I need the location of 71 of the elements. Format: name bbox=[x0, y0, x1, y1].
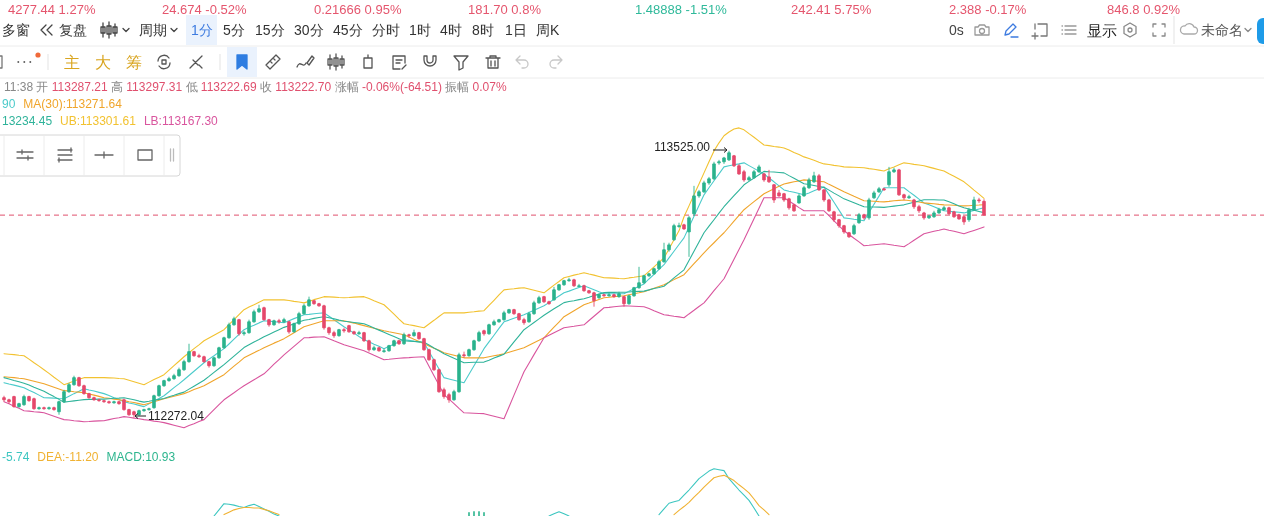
text: 多窗 bbox=[2, 22, 30, 38]
text: 周K bbox=[536, 22, 560, 38]
text: 复盘 bbox=[59, 22, 87, 38]
candlestick bbox=[337, 328, 341, 338]
text: 主 bbox=[64, 53, 80, 71]
candlestick bbox=[597, 293, 601, 300]
text: 1.48888 -1.51% bbox=[635, 1, 728, 17]
text: 13234.45 bbox=[2, 114, 53, 128]
candlestick bbox=[682, 223, 686, 231]
text: 45分 bbox=[333, 22, 363, 38]
candlestick bbox=[402, 332, 406, 346]
candlestick bbox=[857, 212, 861, 225]
text: 846.8 0.92% bbox=[1107, 1, 1181, 17]
text: 24.674 -0.52% bbox=[162, 1, 247, 17]
text: 1分 bbox=[191, 22, 213, 38]
candlestick bbox=[407, 333, 411, 339]
candlestick bbox=[617, 291, 621, 299]
text: 筹 bbox=[126, 53, 142, 71]
candlestick bbox=[372, 345, 376, 352]
text: 242.41 5.75% bbox=[791, 1, 872, 17]
text: 0s bbox=[949, 22, 964, 38]
annotation: 112272.04 bbox=[148, 409, 205, 423]
text: LB:113167.30 bbox=[143, 114, 219, 128]
text: -5.74 bbox=[2, 450, 30, 464]
candlestick bbox=[357, 330, 361, 336]
candlestick bbox=[687, 215, 691, 258]
text: 2.388 -0.17% bbox=[949, 1, 1027, 17]
candlestick bbox=[482, 329, 486, 337]
text: 15分 bbox=[255, 22, 285, 38]
candlestick bbox=[622, 295, 626, 308]
candlestick bbox=[977, 197, 981, 204]
candlestick bbox=[867, 197, 871, 221]
text: UB:113301.61 bbox=[60, 114, 137, 128]
text: MACD:10.93 bbox=[106, 450, 176, 464]
annotation: 113525.00 bbox=[654, 140, 711, 154]
text: 未命名 bbox=[1201, 22, 1243, 38]
text: DEA:-11.20 bbox=[37, 450, 99, 464]
candlestick bbox=[412, 329, 416, 338]
candlestick bbox=[572, 278, 576, 288]
text: 4277.44 1.27% bbox=[8, 1, 96, 17]
candlestick bbox=[282, 317, 286, 324]
text: 4时 bbox=[440, 22, 462, 38]
text: 1日 bbox=[505, 22, 527, 38]
text: 8时 bbox=[472, 22, 494, 38]
candlestick bbox=[577, 283, 581, 288]
text: 181.70 0.8% bbox=[468, 1, 542, 17]
text: 1时 bbox=[409, 22, 431, 38]
candlestick bbox=[272, 319, 276, 327]
candlestick bbox=[612, 293, 616, 299]
text: 大 bbox=[95, 53, 111, 71]
candlestick bbox=[607, 292, 611, 298]
text: 90 bbox=[2, 97, 16, 111]
candlestick bbox=[907, 194, 911, 200]
text: MA(30):113271.64 bbox=[23, 97, 123, 111]
text: 0.21666 0.95% bbox=[314, 1, 402, 17]
candlestick bbox=[397, 339, 401, 346]
candlestick bbox=[52, 406, 56, 412]
text: 5分 bbox=[223, 22, 245, 38]
text: 11:38 开 113287.21 高 113297.31 低 113222.69 收 113222.70 涨幅 -0.06%(-64.51) 振幅 0.07% bbox=[4, 80, 507, 94]
text: 显示 bbox=[1087, 21, 1117, 39]
candlestick bbox=[277, 318, 281, 325]
candlestick bbox=[872, 190, 876, 200]
candlestick bbox=[287, 320, 291, 335]
candlestick bbox=[377, 346, 381, 353]
text: 分时 bbox=[372, 22, 400, 38]
candlestick bbox=[852, 223, 856, 236]
text: 30分 bbox=[294, 22, 324, 38]
candlestick bbox=[877, 186, 881, 194]
candlestick bbox=[237, 318, 241, 337]
text: 周期 bbox=[139, 22, 167, 38]
candlestick bbox=[462, 351, 466, 359]
